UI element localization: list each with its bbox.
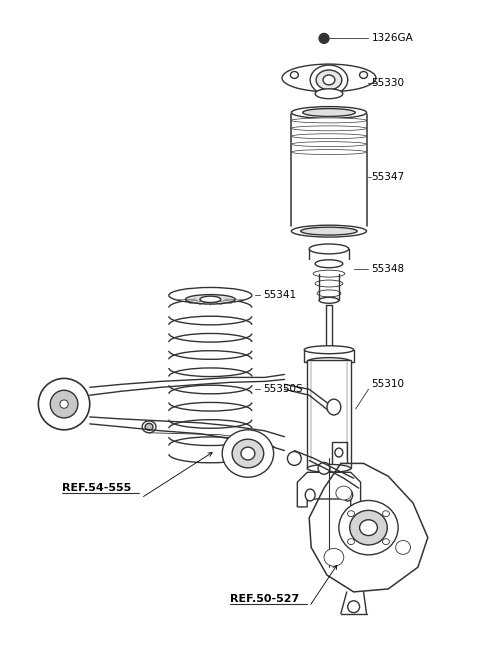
Ellipse shape: [222, 430, 274, 477]
Ellipse shape: [290, 71, 298, 79]
Ellipse shape: [291, 126, 367, 131]
Ellipse shape: [383, 538, 389, 544]
Ellipse shape: [315, 280, 343, 287]
Ellipse shape: [38, 379, 90, 430]
Ellipse shape: [324, 548, 344, 566]
Ellipse shape: [348, 511, 355, 517]
Ellipse shape: [319, 297, 339, 303]
Ellipse shape: [291, 149, 367, 155]
Text: 55310: 55310: [372, 379, 405, 389]
Ellipse shape: [318, 462, 330, 474]
Bar: [307, 360, 351, 468]
Ellipse shape: [185, 295, 235, 304]
Ellipse shape: [305, 489, 315, 501]
Text: REF.54-555: REF.54-555: [62, 483, 132, 493]
Ellipse shape: [336, 486, 352, 500]
Ellipse shape: [323, 75, 335, 85]
Ellipse shape: [291, 134, 367, 139]
Ellipse shape: [316, 70, 342, 90]
Ellipse shape: [50, 390, 78, 418]
Ellipse shape: [348, 601, 360, 612]
Ellipse shape: [142, 421, 156, 433]
Ellipse shape: [145, 423, 153, 430]
Ellipse shape: [232, 440, 264, 468]
Text: 55348: 55348: [372, 264, 405, 274]
Ellipse shape: [317, 290, 341, 297]
Ellipse shape: [288, 451, 301, 466]
Ellipse shape: [241, 447, 255, 460]
Ellipse shape: [327, 399, 341, 415]
Ellipse shape: [310, 65, 348, 95]
Text: 55341: 55341: [263, 290, 296, 301]
Polygon shape: [297, 472, 360, 507]
Ellipse shape: [315, 260, 343, 268]
Ellipse shape: [291, 141, 367, 147]
Ellipse shape: [339, 500, 398, 555]
Ellipse shape: [60, 400, 68, 408]
Text: REF.50-527: REF.50-527: [230, 594, 300, 604]
Ellipse shape: [291, 107, 367, 119]
Ellipse shape: [307, 464, 351, 472]
Ellipse shape: [301, 227, 357, 235]
Ellipse shape: [291, 225, 367, 237]
Ellipse shape: [335, 448, 343, 457]
Ellipse shape: [304, 346, 354, 354]
Ellipse shape: [350, 510, 387, 545]
Text: 55347: 55347: [372, 172, 405, 182]
Ellipse shape: [303, 109, 355, 117]
Ellipse shape: [315, 89, 343, 99]
Bar: [304, 350, 354, 362]
Ellipse shape: [313, 270, 345, 277]
Ellipse shape: [343, 489, 353, 501]
Text: 55330: 55330: [372, 78, 405, 88]
Circle shape: [319, 33, 329, 43]
Ellipse shape: [360, 71, 368, 79]
Text: 1326GA: 1326GA: [372, 33, 413, 43]
Ellipse shape: [291, 118, 367, 123]
Ellipse shape: [307, 358, 351, 365]
Ellipse shape: [360, 520, 377, 536]
Ellipse shape: [348, 538, 355, 544]
Ellipse shape: [169, 288, 252, 303]
Ellipse shape: [282, 64, 376, 92]
Ellipse shape: [309, 244, 349, 254]
Text: 55350S: 55350S: [263, 384, 302, 394]
Ellipse shape: [396, 540, 410, 554]
Ellipse shape: [383, 511, 389, 517]
Ellipse shape: [200, 296, 221, 303]
